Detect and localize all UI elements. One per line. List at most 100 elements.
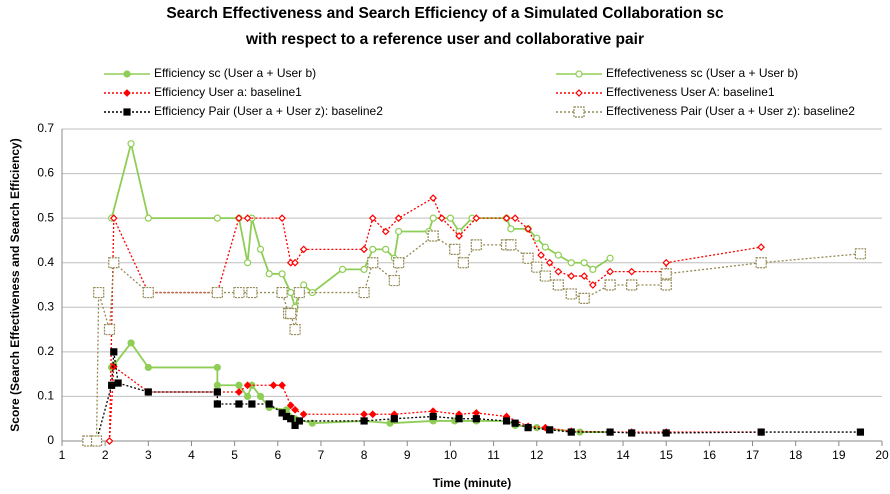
legend-label: Effefectiveness sc (User a + User b) (606, 66, 798, 80)
marker (213, 400, 221, 408)
marker (299, 410, 308, 419)
marker (856, 428, 865, 436)
marker (522, 252, 534, 264)
marker (472, 415, 480, 423)
marker (142, 286, 154, 299)
x-tick-label: 12 (530, 448, 544, 462)
marker (393, 257, 405, 269)
marker (575, 89, 583, 97)
y-tick-label: 0.3 (37, 299, 54, 313)
marker (276, 286, 288, 299)
marker (108, 257, 120, 269)
marker (545, 258, 554, 267)
marker (289, 323, 301, 336)
marker (554, 267, 563, 276)
x-tick-label: 10 (444, 448, 458, 462)
marker (235, 400, 243, 408)
marker (103, 323, 116, 336)
marker (446, 214, 455, 222)
marker (256, 245, 265, 253)
marker (533, 234, 541, 242)
x-tick-label: 2 (102, 448, 109, 462)
marker (511, 214, 520, 222)
marker (358, 286, 370, 299)
marker (360, 410, 368, 419)
series-line (108, 197, 762, 442)
marker (246, 286, 258, 299)
marker (606, 267, 614, 276)
x-axis-title: Time (minute) (433, 476, 511, 490)
x-tick-label: 3 (145, 448, 152, 462)
marker (580, 272, 589, 280)
marker (369, 245, 377, 253)
marker (429, 194, 438, 202)
marker (429, 214, 437, 222)
marker (470, 239, 482, 251)
marker (395, 227, 403, 236)
marker (127, 339, 135, 347)
x-tick-label: 14 (616, 448, 630, 462)
marker (291, 258, 299, 267)
marker (502, 214, 511, 222)
marker (580, 259, 588, 267)
y-tick-label: 0.5 (37, 210, 54, 224)
marker (589, 265, 597, 273)
marker (382, 245, 390, 253)
marker (299, 245, 308, 254)
marker (235, 388, 243, 396)
marker (265, 400, 273, 408)
marker (243, 392, 252, 401)
y-axis-title: Score (Search Effectiveness and Search E… (8, 138, 22, 431)
marker (93, 286, 105, 299)
marker (541, 243, 549, 251)
marker (233, 286, 245, 299)
marker (360, 265, 368, 273)
marker (110, 348, 118, 356)
y-tick-label: 0.4 (37, 255, 54, 269)
marker (287, 288, 295, 297)
marker (368, 410, 377, 419)
marker (286, 401, 295, 410)
marker (285, 307, 297, 320)
marker (213, 388, 221, 396)
marker (604, 279, 616, 291)
x-tick-label: 15 (660, 448, 674, 462)
y-tick-label: 0 (47, 433, 54, 447)
marker (269, 381, 278, 390)
marker (394, 214, 403, 222)
marker (338, 265, 347, 273)
marker (291, 421, 299, 429)
marker (108, 381, 116, 389)
marker (127, 140, 135, 148)
marker (213, 363, 221, 372)
marker (457, 257, 469, 269)
x-tick-label: 1 (59, 448, 66, 462)
y-tick-label: 0.2 (37, 344, 54, 358)
marker (265, 270, 273, 278)
x-tick-label: 7 (318, 448, 325, 462)
marker (472, 214, 481, 222)
x-tick-label: 20 (875, 448, 889, 462)
marker (295, 417, 303, 425)
marker (575, 70, 583, 78)
marker (660, 279, 672, 291)
marker (367, 257, 379, 269)
x-tick-label: 6 (274, 448, 281, 462)
x-tick-label: 13 (573, 448, 587, 462)
marker (511, 419, 519, 427)
marker (390, 415, 398, 423)
marker (123, 70, 131, 78)
y-tick-label: 0.1 (37, 389, 54, 403)
marker (278, 214, 286, 222)
marker (662, 258, 671, 267)
marker (854, 248, 867, 260)
marker (360, 417, 368, 425)
marker (627, 267, 636, 276)
marker (537, 251, 545, 259)
legend-label: Effectiveness User A: baseline1 (606, 85, 775, 99)
marker (308, 419, 316, 427)
marker (256, 392, 265, 401)
marker (573, 106, 585, 118)
chart-title: with respect to a reference user and col… (245, 31, 644, 48)
marker (505, 239, 517, 251)
